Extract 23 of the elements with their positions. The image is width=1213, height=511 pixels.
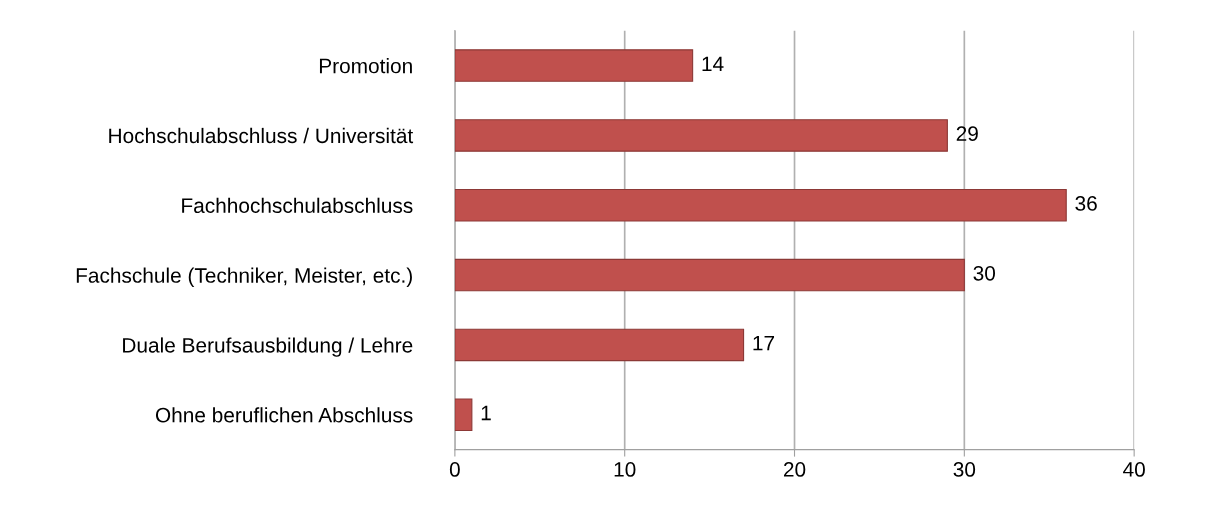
data-label: 30 (973, 265, 996, 281)
data-label: 1 (481, 405, 491, 421)
bar (454, 258, 965, 292)
bar (454, 49, 694, 82)
bar (454, 119, 948, 152)
y-tick-label: Fachhochschulabschluss (182, 197, 413, 214)
data-label: 36 (1075, 196, 1097, 211)
data-label: 14 (702, 56, 724, 71)
bar (454, 328, 745, 362)
x-tick-label: 0 (449, 462, 460, 477)
x-tick-label: 30 (953, 462, 976, 477)
y-tick-label: Duale Berufsausbildung / Lehre (123, 337, 413, 357)
data-label: 17 (753, 335, 775, 351)
y-tick-label: Promotion (319, 58, 412, 74)
x-tick-label: 10 (614, 462, 636, 477)
y-tick-label: Fachschule (Techniker, Meister, etc.) (76, 267, 412, 287)
y-tick-label: Hochschulabschluss / Universität (109, 127, 414, 144)
data-label: 29 (956, 126, 978, 142)
bar (454, 188, 1067, 222)
bar (454, 398, 473, 432)
x-tick-label: 20 (783, 462, 806, 477)
x-tick-label: 40 (1123, 462, 1145, 477)
y-tick-label: Ohne beruflichen Abschluss (155, 407, 413, 423)
